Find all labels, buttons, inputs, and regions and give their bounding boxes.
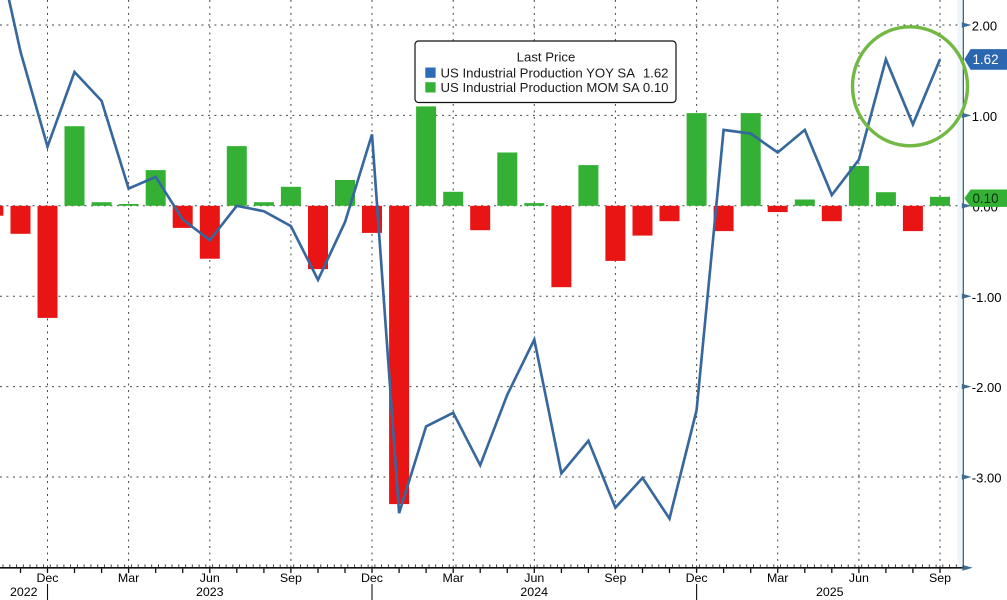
svg-text:Sep: Sep bbox=[280, 571, 302, 585]
svg-text:Jun: Jun bbox=[849, 571, 869, 585]
svg-text:Mar: Mar bbox=[767, 571, 788, 585]
svg-text:2.00: 2.00 bbox=[972, 19, 997, 34]
svg-text:2025: 2025 bbox=[816, 585, 844, 599]
svg-text:Last Price: Last Price bbox=[517, 50, 576, 65]
svg-text:Mar: Mar bbox=[443, 571, 464, 585]
svg-text:Dec: Dec bbox=[36, 571, 58, 585]
svg-text:0.10: 0.10 bbox=[972, 191, 998, 206]
svg-text:Jun: Jun bbox=[200, 571, 220, 585]
svg-text:Mar: Mar bbox=[118, 571, 139, 585]
svg-text:2022: 2022 bbox=[10, 585, 38, 599]
svg-text:-1.00: -1.00 bbox=[972, 290, 1002, 305]
svg-text:Sep: Sep bbox=[604, 571, 626, 585]
svg-text:US Industrial Production MOM S: US Industrial Production MOM SA bbox=[441, 80, 641, 95]
svg-text:-2.00: -2.00 bbox=[972, 380, 1002, 395]
svg-text:Dec: Dec bbox=[686, 571, 708, 585]
svg-text:2023: 2023 bbox=[196, 585, 224, 599]
svg-text:1.00: 1.00 bbox=[972, 109, 997, 124]
svg-text:Dec: Dec bbox=[361, 571, 383, 585]
svg-text:Sep: Sep bbox=[929, 571, 951, 585]
svg-text:0.10: 0.10 bbox=[643, 80, 669, 95]
svg-text:Jun: Jun bbox=[524, 571, 544, 585]
svg-text:-3.00: -3.00 bbox=[972, 471, 1002, 486]
svg-text:1.62: 1.62 bbox=[972, 52, 998, 67]
svg-text:2024: 2024 bbox=[520, 585, 548, 599]
svg-text:1.62: 1.62 bbox=[643, 65, 669, 80]
svg-text:US Industrial Production YOY S: US Industrial Production YOY SA bbox=[441, 65, 636, 80]
